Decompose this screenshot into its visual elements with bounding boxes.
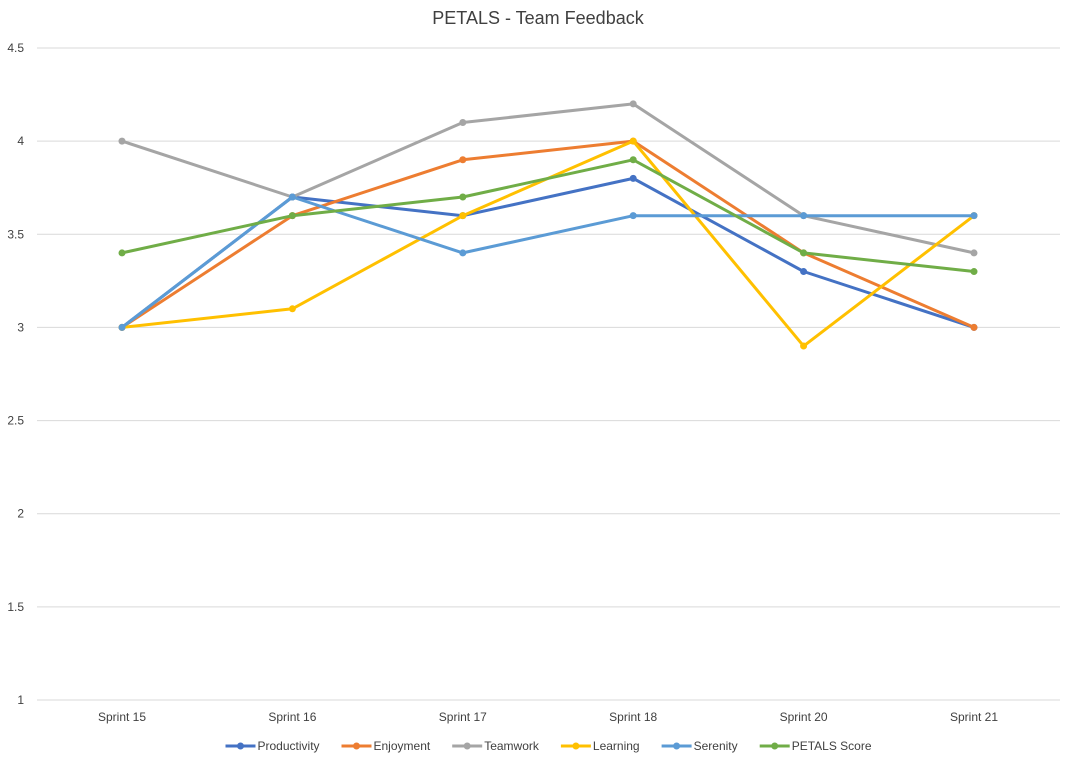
legend-swatch-marker: [463, 742, 471, 750]
series-line: [120, 139, 976, 329]
data-point: [288, 212, 296, 220]
data-point: [459, 212, 467, 220]
legend-item: Enjoyment: [341, 739, 431, 753]
legend-item: Serenity: [661, 739, 738, 753]
y-tick-label: 3.5: [7, 227, 24, 241]
data-point: [629, 137, 637, 145]
legend-label: Productivity: [258, 739, 320, 753]
data-point: [800, 268, 808, 276]
series-line: [120, 195, 976, 329]
legend-swatch-marker: [353, 742, 360, 750]
legend-label: PETALS Score: [792, 739, 872, 753]
gridlines: [37, 47, 1060, 701]
data-point: [118, 137, 126, 145]
x-tick-label: Sprint 21: [950, 710, 998, 724]
x-tick-label: Sprint 15: [98, 710, 146, 724]
legend-item: PETALS Score: [759, 739, 872, 753]
data-point: [629, 174, 637, 182]
x-tick-label: Sprint 20: [780, 710, 828, 724]
data-point: [800, 249, 808, 257]
data-point: [629, 156, 637, 164]
series-line: [120, 176, 976, 329]
legend-label: Serenity: [694, 739, 738, 753]
x-tick-label: Sprint 17: [439, 710, 487, 724]
data-point: [118, 249, 126, 257]
data-point: [118, 323, 126, 331]
legend-swatch-marker: [572, 742, 580, 750]
legend-swatch-marker: [237, 742, 244, 750]
legend-swatch-marker: [673, 742, 681, 750]
data-point: [970, 249, 978, 257]
data-point: [629, 212, 637, 220]
chart-title: PETALS - Team Feedback: [432, 8, 644, 28]
y-tick-label: 3: [17, 320, 24, 334]
data-point: [288, 193, 296, 201]
series-petals-score: [118, 156, 978, 276]
legend-item: Teamwork: [452, 739, 540, 753]
legend-swatch-marker: [771, 742, 779, 750]
y-tick-label: 4: [17, 134, 24, 148]
series-lines: [118, 100, 978, 350]
data-point: [288, 305, 296, 313]
data-point: [459, 249, 467, 257]
legend-label: Learning: [593, 739, 640, 753]
legend-label: Enjoyment: [374, 739, 431, 753]
data-point: [459, 119, 467, 127]
data-point: [629, 100, 637, 108]
x-axis-tick-labels: Sprint 15 Sprint 16 Sprint 17 Sprint 18 Spri…: [98, 710, 998, 724]
data-point: [970, 268, 978, 276]
y-tick-label: 4.5: [7, 41, 24, 55]
data-point: [800, 212, 808, 220]
legend: Productivity Enjoyment Teamwork Learning Ser…: [225, 739, 872, 753]
y-tick-label: 1.5: [7, 600, 24, 614]
data-point: [459, 193, 467, 201]
x-tick-label: Sprint 16: [268, 710, 316, 724]
y-tick-label: 2: [17, 507, 24, 521]
y-axis-tick-labels: 1 1.5 2 2.5 3 3.5 4 4.5: [7, 41, 24, 707]
data-point: [459, 156, 467, 164]
data-point: [970, 212, 978, 220]
data-point: [800, 342, 808, 350]
data-point: [970, 323, 978, 331]
series-line: [120, 158, 976, 273]
x-tick-label: Sprint 18: [609, 710, 657, 724]
legend-item: Productivity: [225, 739, 320, 753]
legend-item: Learning: [560, 739, 640, 753]
series-productivity: [118, 174, 978, 331]
series-serenity: [118, 193, 978, 331]
legend-label: Teamwork: [484, 739, 540, 753]
y-tick-label: 2.5: [7, 414, 24, 428]
y-tick-label: 1: [17, 693, 24, 707]
series-line: [120, 102, 976, 255]
